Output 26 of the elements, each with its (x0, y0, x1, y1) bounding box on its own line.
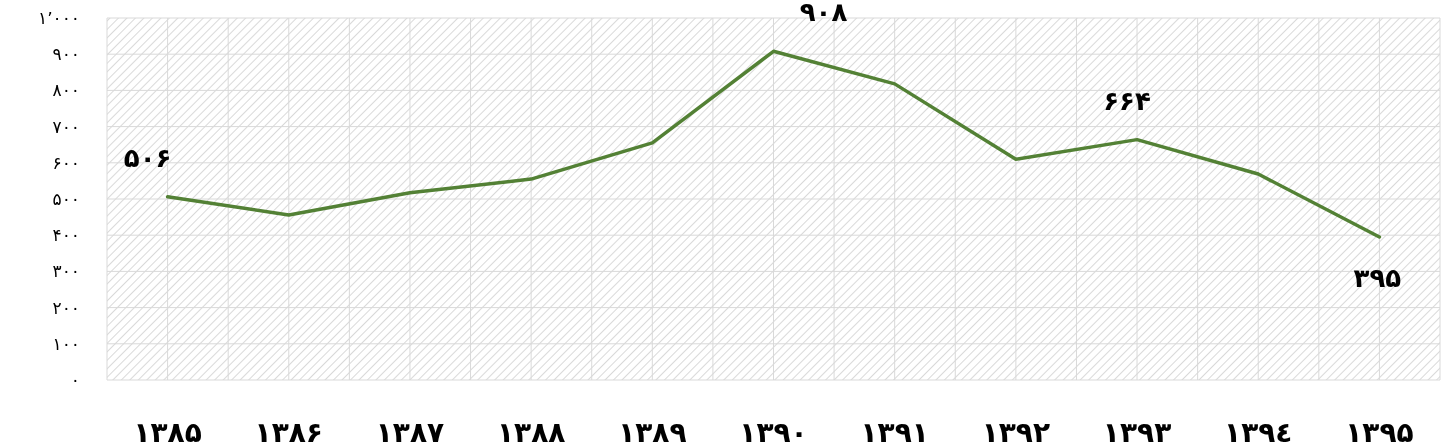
y-tick-label: ۰ (70, 369, 80, 390)
y-tick-label: ۷۰۰ (52, 116, 80, 137)
x-tick-label: ۱۳۹۱ (860, 416, 929, 448)
y-tick-label: ۳۰۰ (52, 261, 80, 282)
x-tick-label: ۱۳۸۹ (618, 416, 687, 448)
data-label: ۹۰۸ (799, 0, 848, 28)
x-tick-label: ۱۳۹۰ (739, 416, 808, 448)
x-tick-label: ۱۳۹۵ (1345, 416, 1414, 448)
data-label: ۶۶۴ (1103, 85, 1151, 116)
x-tick-label: ۱۳۸۶ (254, 416, 323, 448)
y-tick-label: ۱٬۰۰۰ (38, 7, 80, 28)
y-tick-label: ۵۰۰ (52, 188, 80, 209)
x-tick-label: ۱۳۹۳ (1102, 416, 1172, 448)
y-tick-label: ۲۰۰ (52, 297, 80, 318)
x-tick-label: ۱۳۹۲ (981, 416, 1051, 448)
x-tick-label: ۱۳۸۷ (375, 416, 445, 448)
data-label: ۵۰۶ (123, 142, 172, 173)
y-tick-label: ۱۰۰ (52, 333, 80, 354)
y-tick-label: ۶۰۰ (52, 152, 80, 173)
x-tick-label: ۱۳۸۸ (496, 416, 566, 448)
y-tick-label: ۹۰۰ (52, 44, 80, 65)
y-tick-label: ۴۰۰ (52, 225, 80, 246)
data-label: ۳۹۵ (1353, 263, 1402, 294)
y-tick-label: ۸۰۰ (52, 80, 80, 101)
x-tick-label: ۱۳۹٤ (1224, 416, 1293, 448)
x-tick-label: ۱۳۸۵ (133, 416, 202, 448)
